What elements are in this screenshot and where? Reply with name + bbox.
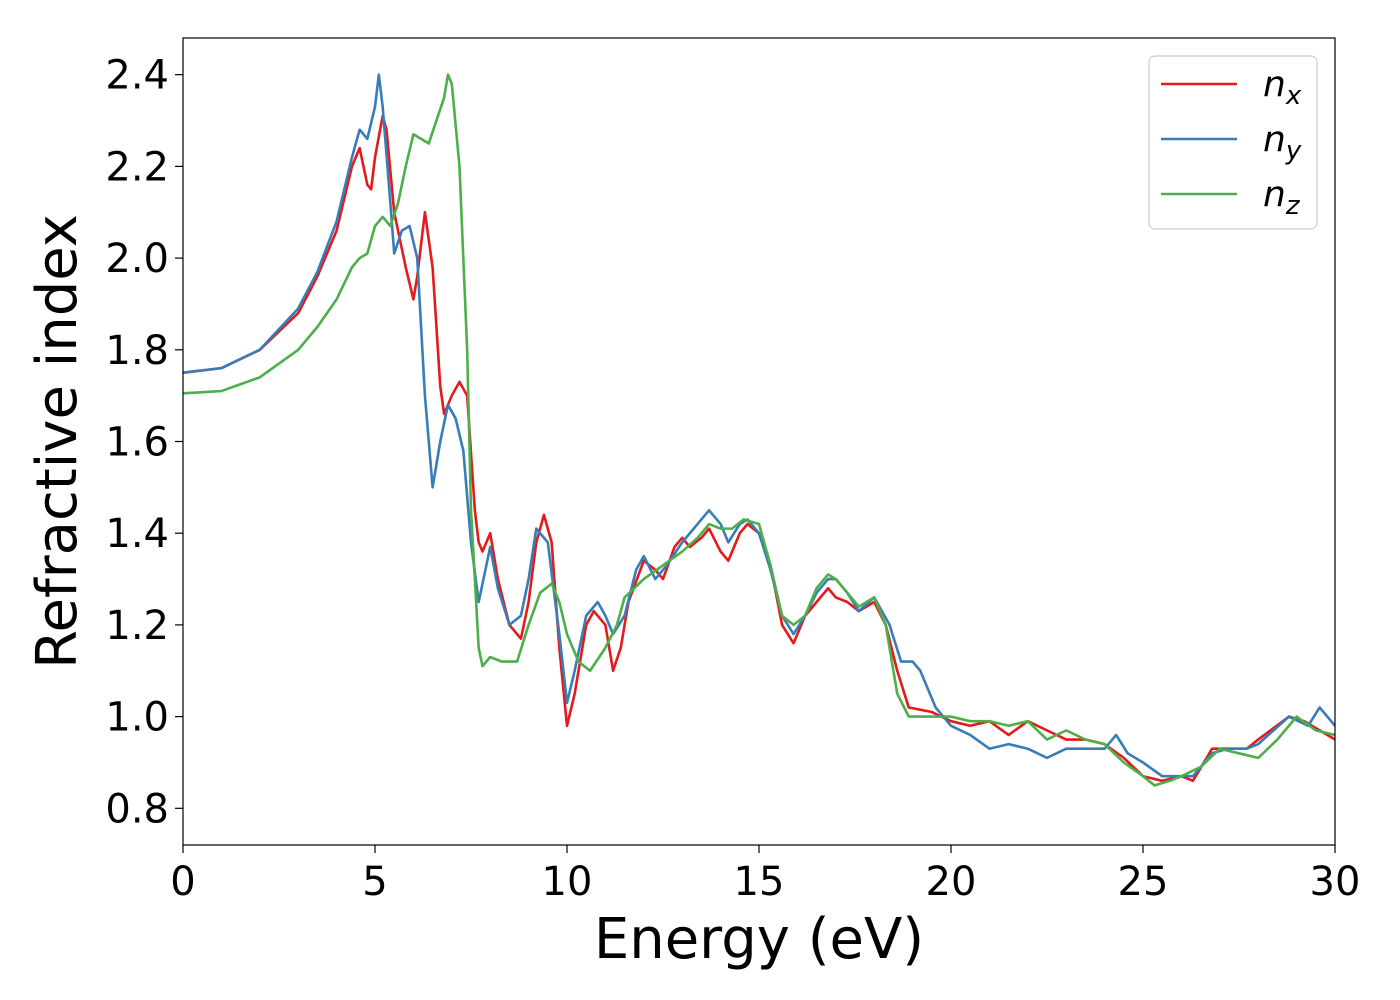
y-tick-label: 2.4 — [105, 53, 169, 99]
y-tick-label: 1.6 — [105, 420, 169, 466]
y-tick-label: 2.0 — [105, 236, 169, 282]
y-tick-label: 1.4 — [105, 511, 169, 557]
y-tick-label: 1.8 — [105, 328, 169, 374]
y-tick-label: 2.2 — [105, 144, 169, 190]
legend-box — [1148, 55, 1318, 230]
x-tick-label: 20 — [926, 859, 977, 905]
x-axis: 0 5 10 15 20 25 30 — [170, 845, 1360, 905]
series-line-z — [183, 73, 1335, 787]
y-tick-label: 0.8 — [105, 786, 169, 832]
y-axis-title: Refractive index — [25, 214, 90, 669]
x-tick-label: 25 — [1118, 859, 1169, 905]
x-axis-title: Energy (eV) — [594, 907, 924, 972]
y-tick-label: 1.0 — [105, 695, 169, 741]
x-tick-label: 0 — [170, 859, 195, 905]
x-tick-label: 5 — [362, 859, 387, 905]
y-axis: 0.8 1.0 1.2 1.4 1.6 1.8 2.0 2.2 2.4 — [105, 53, 183, 832]
x-tick-label: 30 — [1310, 859, 1361, 905]
x-tick-label: 15 — [734, 859, 785, 905]
series-line-y — [183, 73, 1335, 778]
series-layer — [183, 73, 1335, 787]
y-tick-label: 1.2 — [105, 603, 169, 649]
series-line-x — [183, 114, 1335, 783]
x-tick-label: 10 — [542, 859, 593, 905]
